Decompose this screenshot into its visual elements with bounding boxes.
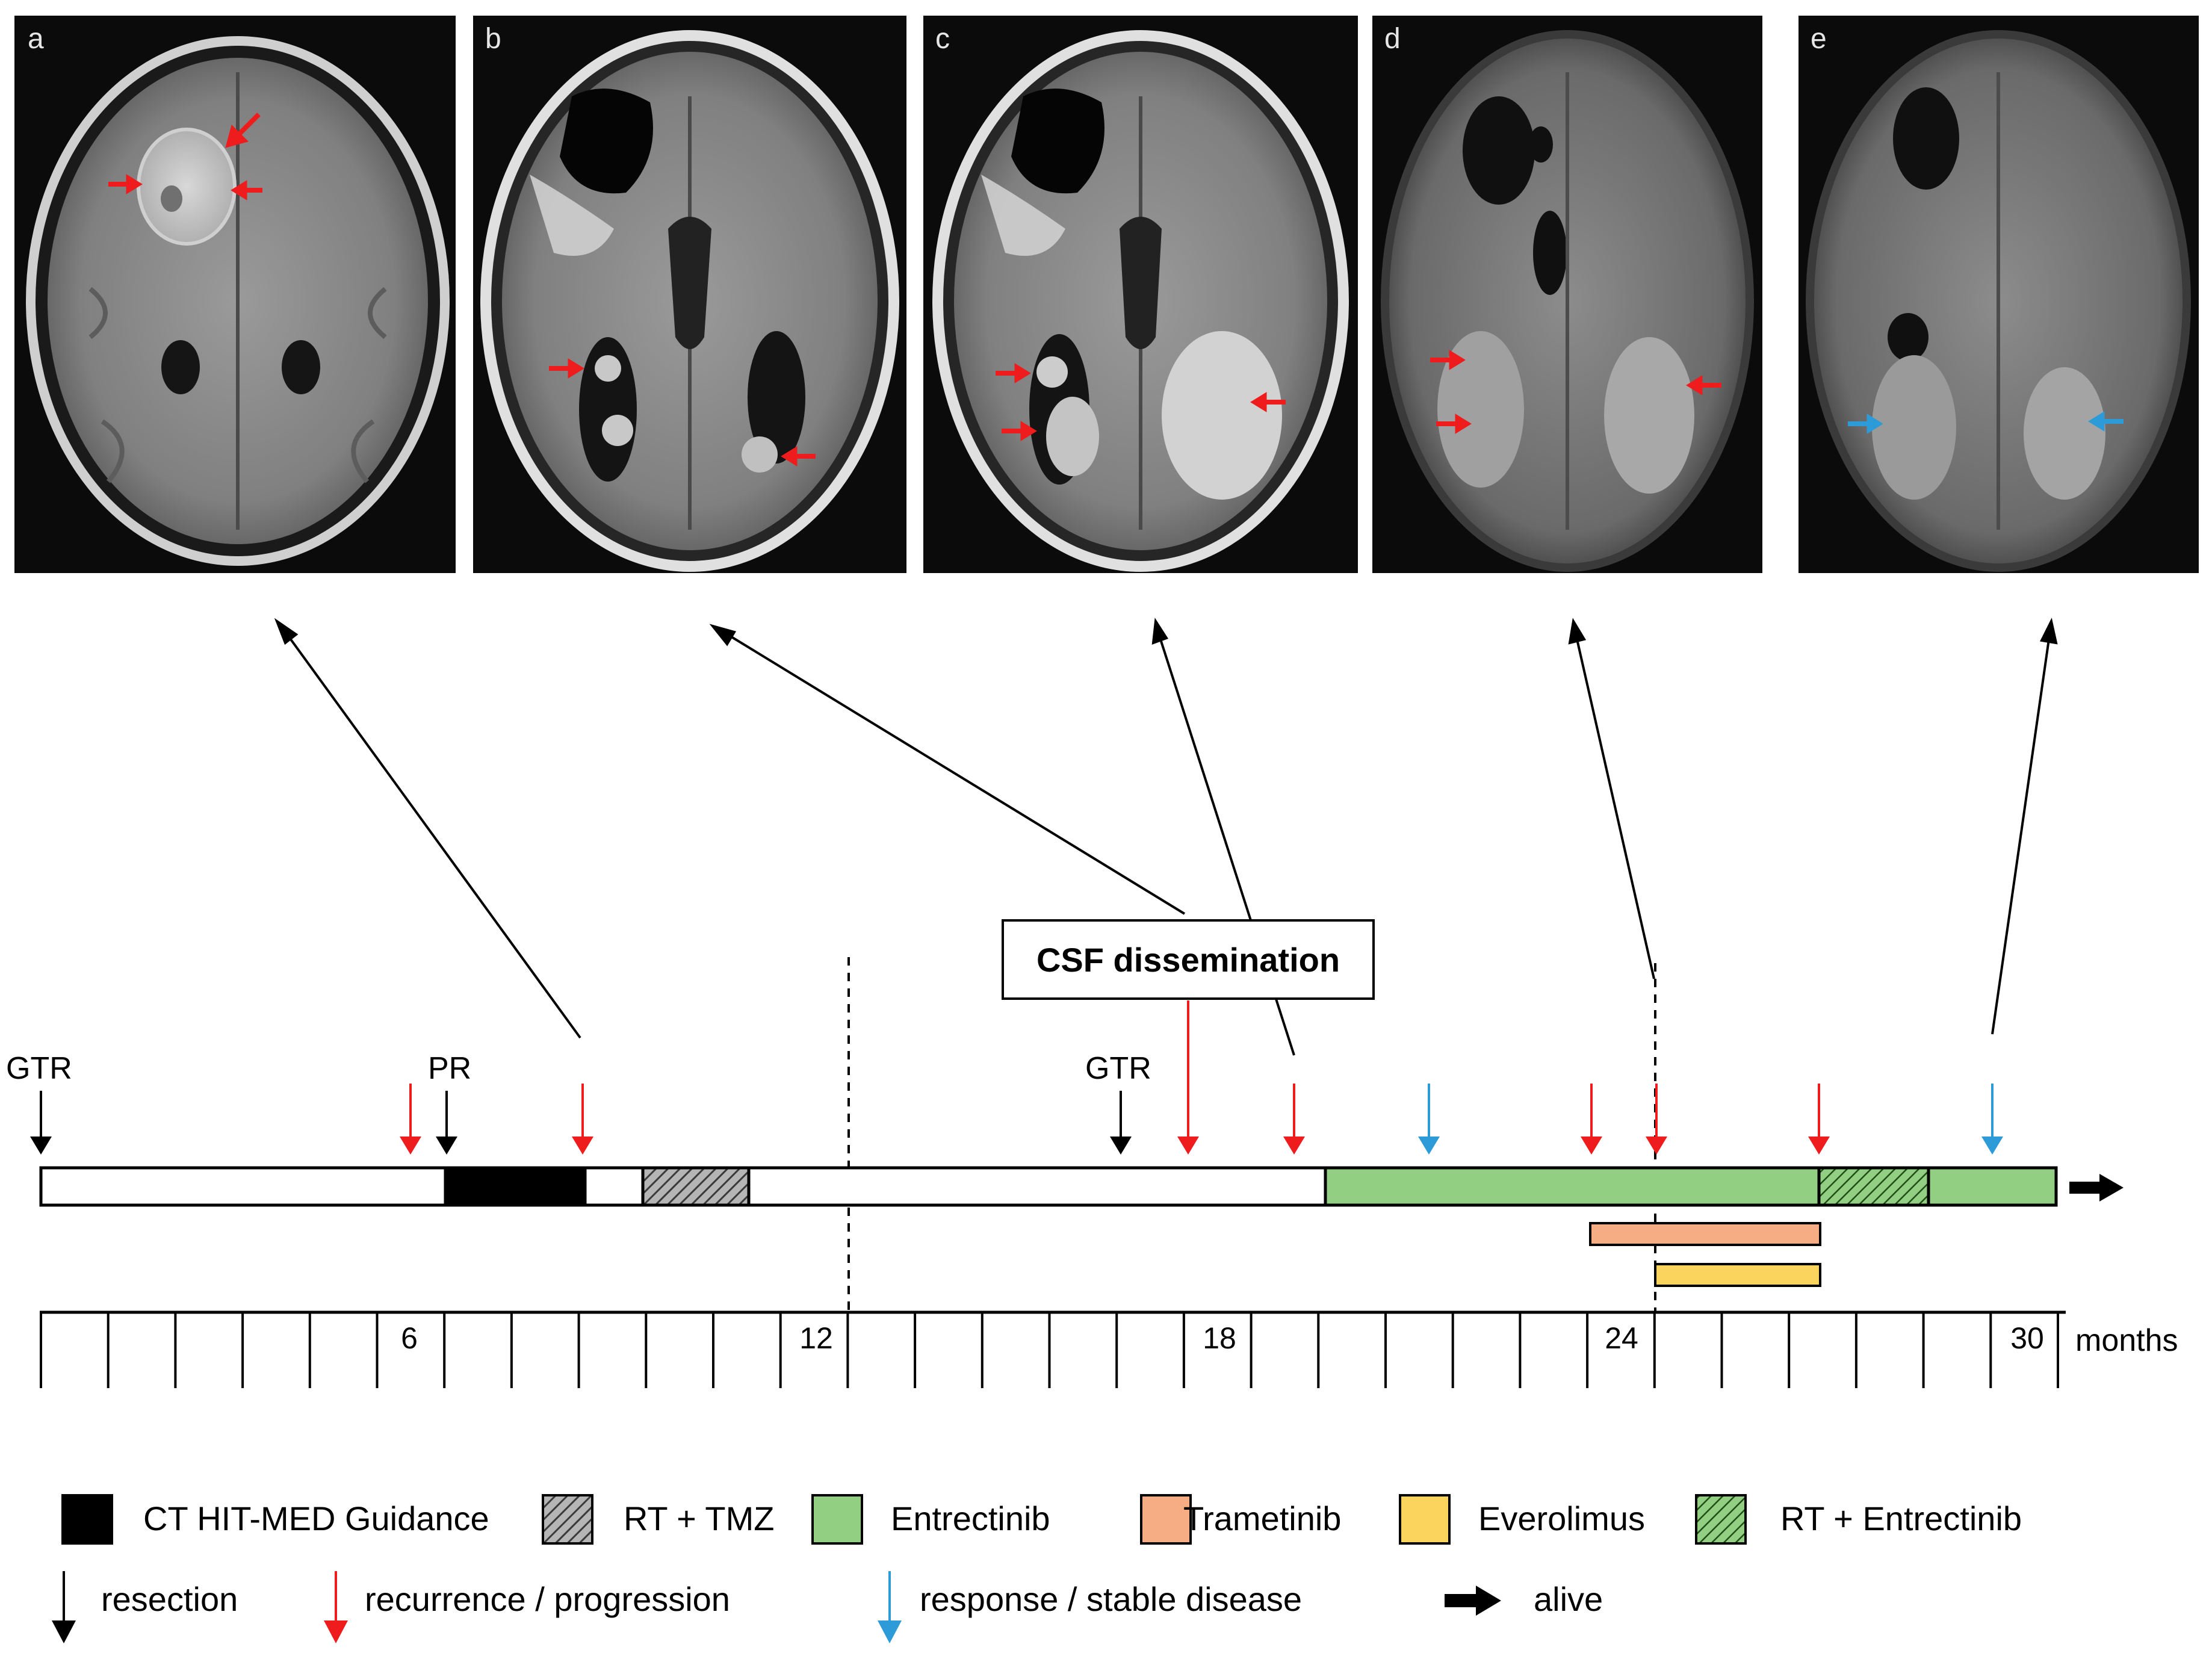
- recurrence-arrow-icon: [572, 1084, 593, 1155]
- mri-panel-b: b: [473, 16, 906, 573]
- legend-label-rt-tmz: RT + TMZ: [624, 1499, 775, 1537]
- treatment-bar: [39, 1166, 2124, 1287]
- recurrence-arrow-icon: [1581, 1084, 1602, 1155]
- panel-letter-e: e: [1811, 23, 1827, 55]
- legend-response-arrow-icon: [878, 1571, 902, 1643]
- legend-swatch-rt-entrectinib: [1695, 1494, 1747, 1545]
- resection-arrow-icon: [30, 1091, 52, 1155]
- resection-arrow-icon: [436, 1091, 457, 1155]
- legend-label-rt-entrectinib: RT + Entrectinib: [1780, 1499, 2022, 1537]
- event-label-gtr-1: GTR: [6, 1051, 72, 1086]
- tick-label-30: 30: [2010, 1321, 2044, 1355]
- blue-arrow-icon: [1848, 411, 2124, 434]
- tick-label-18: 18: [1203, 1321, 1236, 1355]
- panel-letter-d: d: [1384, 23, 1401, 55]
- legend-label-everolimus: Everolimus: [1478, 1499, 1645, 1537]
- event-label-pr: PR: [428, 1051, 471, 1086]
- alive-arrow-icon: [2069, 1174, 2124, 1202]
- segment-rt-tmz: [641, 1166, 751, 1207]
- legend-resection-arrow-icon: [52, 1571, 76, 1643]
- csf-dissemination-label: CSF dissemination: [1036, 941, 1340, 979]
- recurrence-arrow-icon: [1808, 1084, 1830, 1155]
- mri-panel-d: d: [1372, 16, 1762, 573]
- legend: CT HIT-MED Guidance RT + TMZ Entrectinib…: [52, 1494, 2022, 1643]
- tick-label-6: 6: [401, 1321, 418, 1355]
- response-arrow-icon: [1418, 1084, 1440, 1155]
- mri-panel-e: e: [1798, 16, 2199, 573]
- legend-swatch-rt-tmz: [542, 1494, 593, 1545]
- recurrence-arrow-icon: [1177, 1000, 1199, 1155]
- legend-swatch-everolimus: [1399, 1494, 1451, 1545]
- recurrence-arrow-icon: [1283, 1084, 1305, 1155]
- legend-label-response: response / stable disease: [920, 1580, 1302, 1618]
- legend-label-entrectinib: Entrectinib: [891, 1499, 1050, 1537]
- segment-observation-3: [747, 1166, 1327, 1207]
- month-axis: 6 12 18 24 30 months: [40, 1310, 2178, 1388]
- tick-label-12: 12: [799, 1321, 833, 1355]
- segment-entrectinib-2: [1927, 1166, 2058, 1207]
- recurrence-arrow-icon: [400, 1084, 421, 1155]
- panel-letter-b: b: [485, 23, 501, 55]
- legend-swatch-trametinib: [1140, 1494, 1192, 1545]
- event-arrows: [30, 1000, 2003, 1155]
- axis-ticks: [40, 1312, 2059, 1388]
- legend-recurrence-arrow-icon: [324, 1571, 348, 1643]
- bar-trametinib: [1589, 1222, 1821, 1246]
- red-arrow-icon: [1430, 350, 1721, 434]
- legend-label-alive: alive: [1534, 1580, 1603, 1618]
- segment-observation-1: [39, 1166, 447, 1207]
- panel-connector-arrows: [274, 618, 2058, 1056]
- panel-letter-c: c: [935, 23, 950, 55]
- red-arrow-icon: [549, 358, 816, 467]
- recurrence-arrow-icon: [1646, 1084, 1667, 1155]
- response-arrow-icon: [1981, 1084, 2003, 1155]
- segment-ct-hit-med: [444, 1166, 587, 1207]
- red-arrow-icon: [108, 113, 262, 200]
- mri-panel-c: c: [923, 16, 1358, 573]
- red-arrow-icon: [996, 363, 1286, 441]
- legend-label-recurrence: recurrence / progression: [365, 1580, 730, 1618]
- mri-panel-a: a: [14, 16, 456, 573]
- panel-letter-a: a: [28, 23, 44, 55]
- segment-rt-entrectinib: [1817, 1166, 1930, 1207]
- segment-entrectinib-1: [1324, 1166, 1821, 1207]
- legend-swatch-ct-hit-med: [61, 1494, 113, 1545]
- tick-label-24: 24: [1605, 1321, 1638, 1355]
- legend-label-trametinib: Trametinib: [1183, 1499, 1341, 1537]
- legend-alive-arrow-icon: [1445, 1586, 1501, 1616]
- legend-label-ct-hit-med: CT HIT-MED Guidance: [143, 1499, 489, 1537]
- csf-dissemination-box: CSF dissemination: [1002, 919, 1375, 1000]
- resection-arrow-icon: [1110, 1091, 1132, 1155]
- legend-label-resection: resection: [101, 1580, 238, 1618]
- bar-everolimus: [1654, 1263, 1821, 1287]
- event-label-gtr-2: GTR: [1085, 1051, 1151, 1086]
- legend-swatch-entrectinib: [811, 1494, 863, 1545]
- axis-unit-label: months: [2075, 1323, 2178, 1358]
- segment-observation-2: [583, 1166, 645, 1207]
